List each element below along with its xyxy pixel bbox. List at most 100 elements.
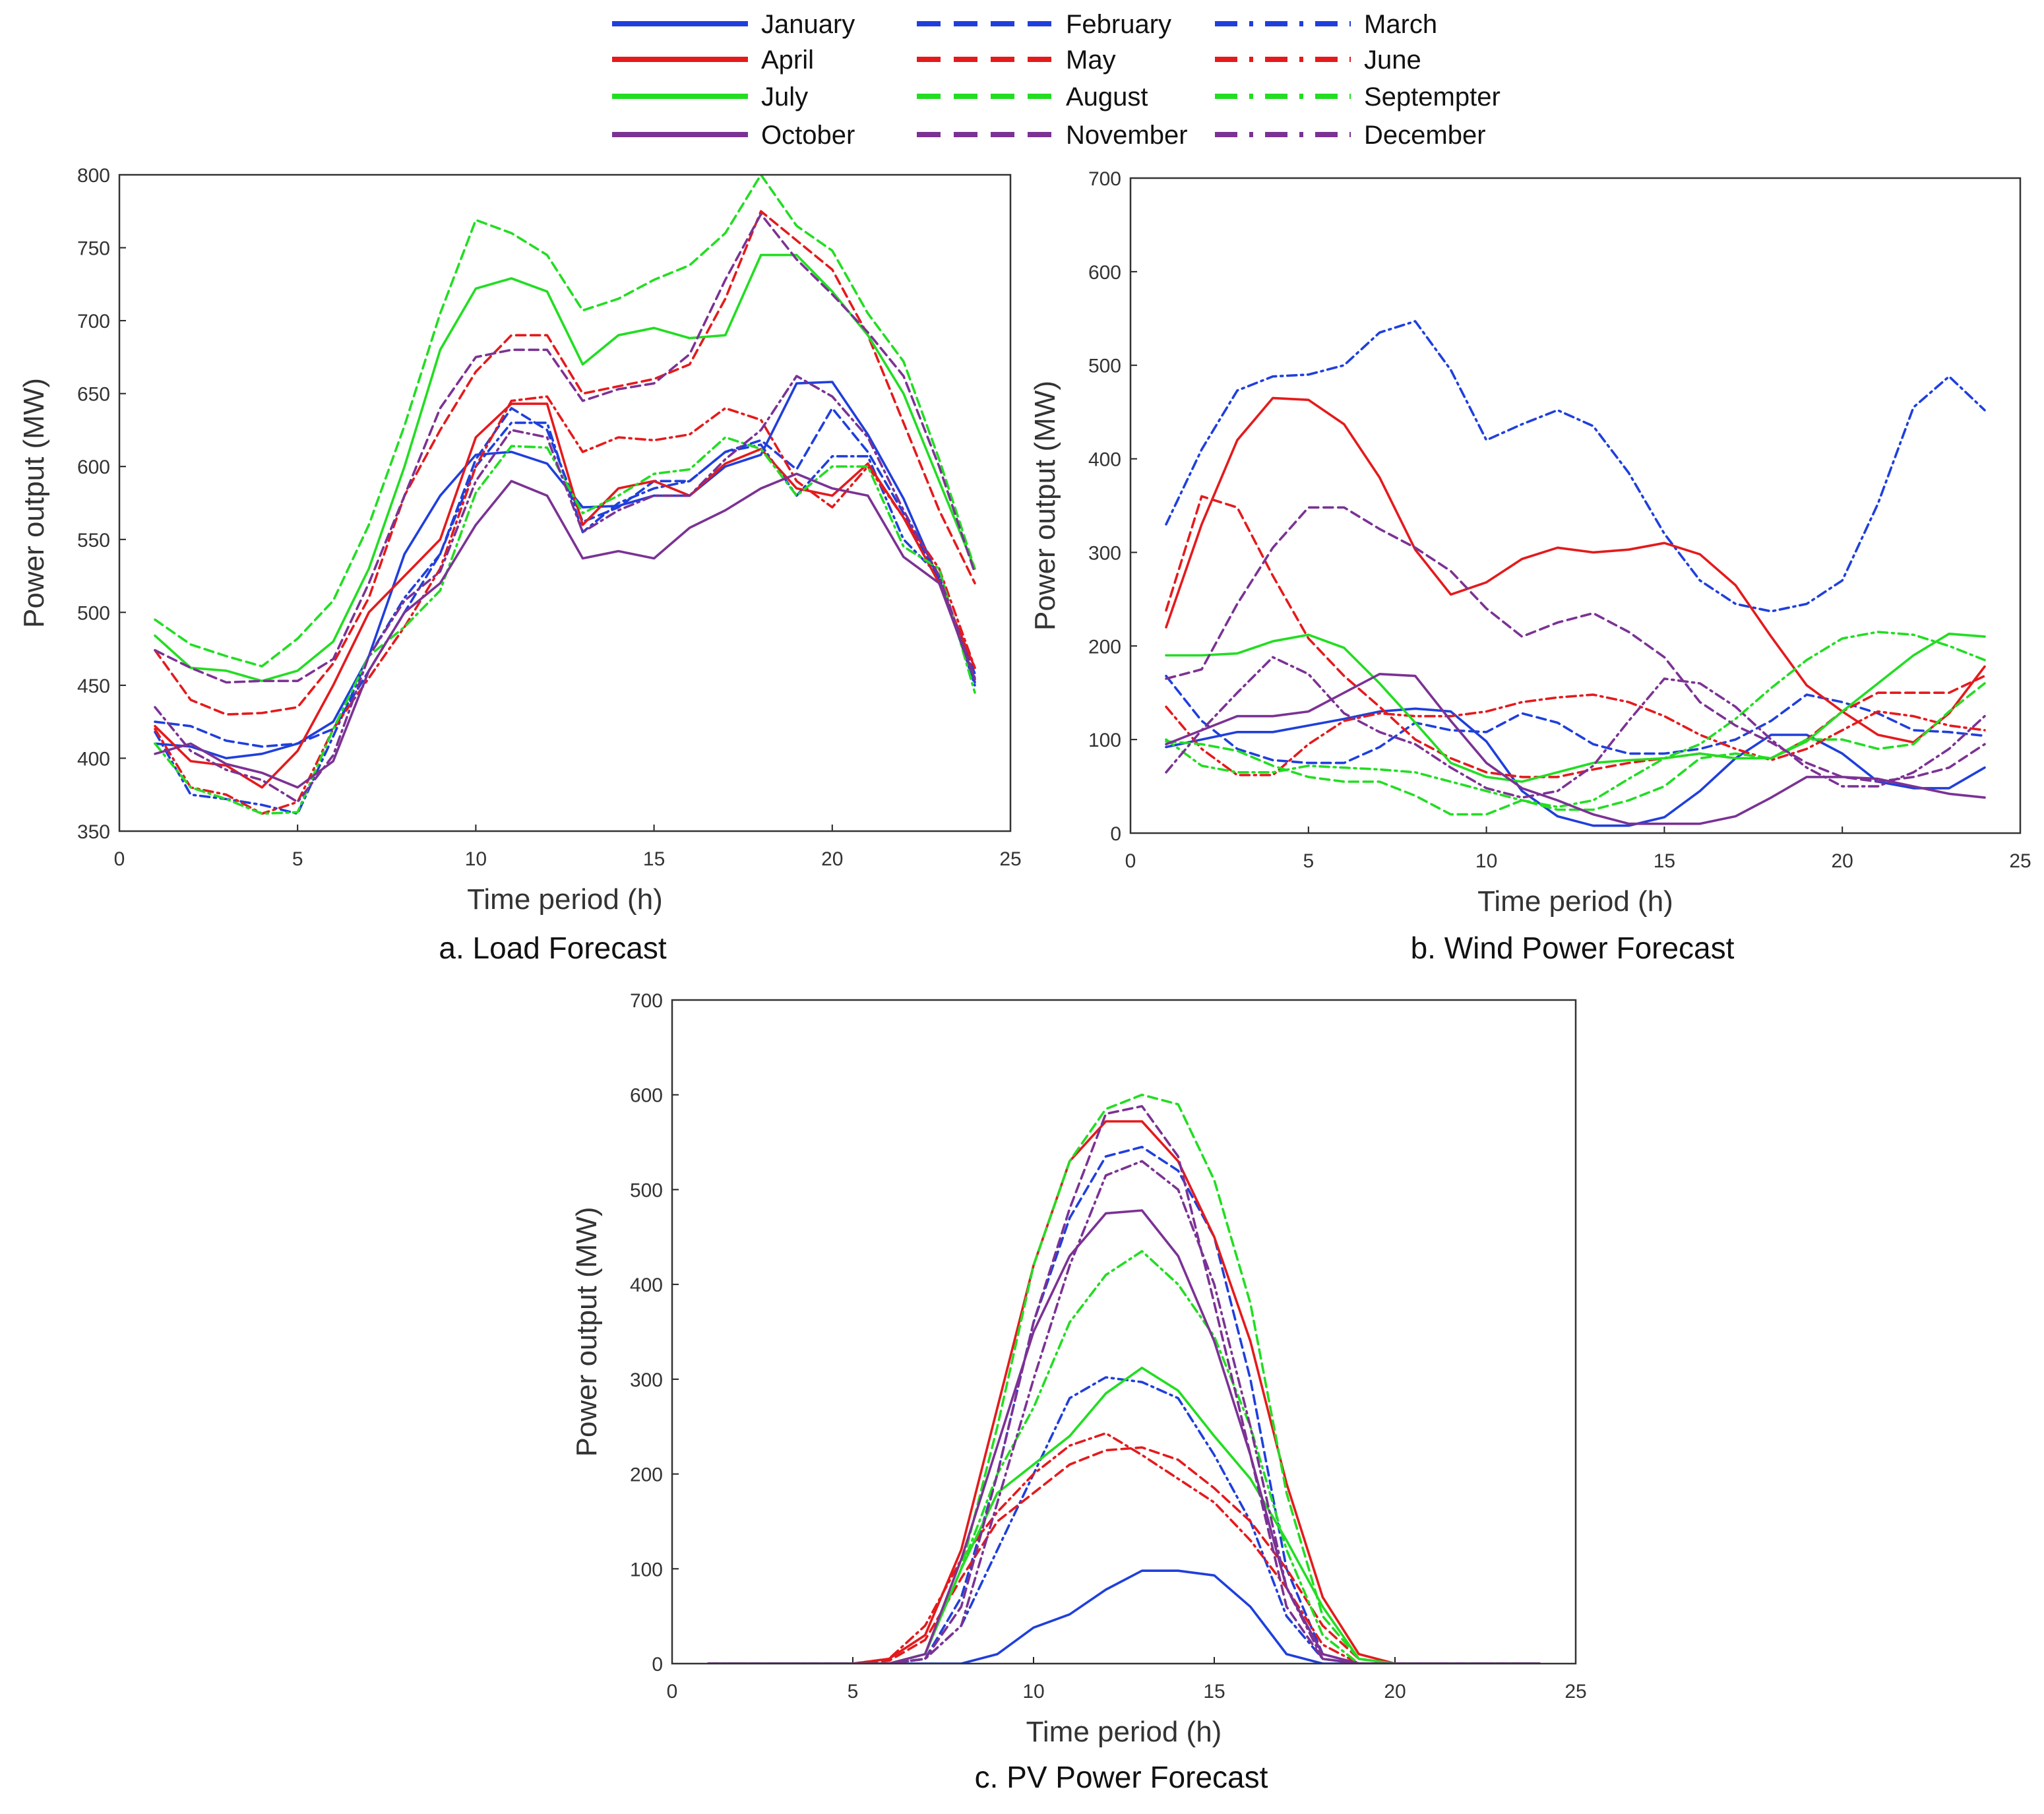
x-tick-label: 5: [1303, 850, 1314, 872]
series-line-july: [707, 1366, 1541, 1664]
legend-label-septempter: Septempter: [1364, 82, 1501, 111]
y-axis-label: Power output (MW): [18, 378, 50, 628]
legend-label-august: August: [1066, 82, 1148, 111]
series-group: [707, 1093, 1541, 1664]
x-tick-label: 15: [643, 848, 665, 870]
x-tick-label: 5: [848, 1681, 859, 1703]
x-tick-label: 5: [292, 848, 303, 870]
series-line-septempter: [154, 436, 976, 815]
series-line-march: [707, 1376, 1541, 1664]
series-line-septempter: [1165, 631, 1986, 809]
y-tick-label: 550: [77, 530, 110, 551]
pv-power-forecast-chart: 0 5 10 15 20 25 0 100 200 300 400 500 600 700 Time per…: [571, 990, 1587, 1794]
x-tick-label: 15: [1203, 1681, 1225, 1703]
series-line-june: [154, 395, 976, 815]
legend-label-january: January: [761, 10, 855, 39]
x-tick-label: 0: [1125, 850, 1136, 872]
legend-label-march: March: [1364, 10, 1437, 39]
legend-label-february: February: [1066, 10, 1171, 39]
series-line-august: [154, 175, 976, 668]
y-tick-label: 100: [1088, 730, 1121, 751]
series-line-june: [1165, 693, 1986, 776]
series-line-april: [707, 1120, 1541, 1664]
y-axis-label: Power output (MW): [1029, 381, 1061, 631]
series-line-july: [154, 253, 976, 683]
wind-power-forecast-chart: 0 5 10 15 20 25 0 100 200 300 400 500 600 700 Time per…: [1029, 168, 2031, 965]
series-line-november: [154, 212, 976, 684]
series-line-december: [707, 1160, 1541, 1664]
chart-caption: a. Load Forecast: [439, 931, 666, 965]
series-group: [154, 175, 976, 815]
series-line-december: [154, 375, 976, 803]
y-tick-label: 650: [77, 384, 110, 406]
series-line-july: [1165, 632, 1986, 783]
y-tick-label: 0: [1110, 823, 1121, 845]
series-line-october: [154, 472, 976, 789]
y-tick-label: 200: [630, 1464, 663, 1486]
y-tick-label: 450: [77, 675, 110, 697]
chart-caption: c. PV Power Forecast: [975, 1760, 1268, 1794]
series-line-march: [154, 422, 976, 815]
plot-frame: [1129, 177, 2022, 834]
y-tick-label: 200: [1088, 636, 1121, 658]
y-tick-label: 500: [630, 1179, 663, 1201]
legend-label-november: November: [1066, 121, 1188, 150]
y-tick-label: 350: [77, 821, 110, 843]
series-line-january: [707, 1569, 1541, 1664]
plot-frame: [118, 173, 1012, 832]
series-line-january: [1165, 707, 1986, 827]
y-tick-label: 100: [630, 1559, 663, 1580]
series-line-december: [1165, 656, 1986, 799]
chart-caption: b. Wind Power Forecast: [1411, 931, 1735, 965]
series-line-june: [707, 1432, 1541, 1664]
y-tick-label: 600: [77, 456, 110, 478]
legend-label-may: May: [1066, 46, 1116, 75]
y-tick-label: 300: [1088, 542, 1121, 564]
series-line-april: [154, 402, 976, 789]
y-tick-label: 800: [77, 165, 110, 187]
legend-label-june: June: [1364, 46, 1421, 75]
x-tick-label: 20: [1832, 850, 1853, 872]
series-line-february: [707, 1146, 1541, 1664]
y-tick-label: 600: [1088, 262, 1121, 284]
y-tick-label: 0: [652, 1654, 663, 1675]
x-tick-label: 20: [821, 848, 843, 870]
x-tick-label: 0: [114, 848, 125, 870]
series-group: [1165, 320, 1986, 827]
series-line-november: [1165, 506, 1986, 783]
series-line-november: [707, 1105, 1541, 1664]
y-axis-label: Power output (MW): [571, 1207, 603, 1457]
x-tick-label: 25: [2009, 850, 2031, 872]
series-line-march: [1165, 320, 1986, 613]
series-line-may: [1165, 495, 1986, 778]
y-tick-label: 400: [1088, 449, 1121, 471]
series-line-january: [154, 381, 976, 760]
y-tick-label: 300: [630, 1369, 663, 1391]
series-line-april: [1165, 396, 1986, 744]
legend-label-july: July: [761, 82, 808, 111]
series-line-may: [154, 210, 976, 716]
legend: January February March April May June July Augu…: [612, 10, 1501, 150]
x-tick-label: 10: [1022, 1681, 1044, 1703]
x-tick-label: 10: [465, 848, 487, 870]
x-axis-label: Time period (h): [1477, 885, 1673, 918]
y-tick-label: 750: [77, 238, 110, 260]
series-line-august: [1165, 682, 1986, 816]
x-tick-label: 10: [1475, 850, 1497, 872]
x-tick-label: 20: [1384, 1681, 1406, 1703]
legend-label-december: December: [1364, 121, 1486, 150]
y-tick-label: 500: [1088, 356, 1121, 377]
series-line-may: [707, 1446, 1541, 1664]
y-tick-label: 400: [77, 748, 110, 770]
x-tick-label: 15: [1654, 850, 1675, 872]
legend-label-october: October: [761, 121, 855, 150]
y-tick-label: 500: [77, 602, 110, 624]
x-axis-label: Time period (h): [1026, 1716, 1222, 1748]
x-tick-label: 25: [1564, 1681, 1586, 1703]
y-tick-label: 400: [630, 1274, 663, 1296]
x-tick-label: 0: [667, 1681, 678, 1703]
series-line-october: [707, 1209, 1541, 1664]
x-tick-label: 25: [999, 848, 1021, 870]
legend-label-april: April: [761, 46, 814, 75]
